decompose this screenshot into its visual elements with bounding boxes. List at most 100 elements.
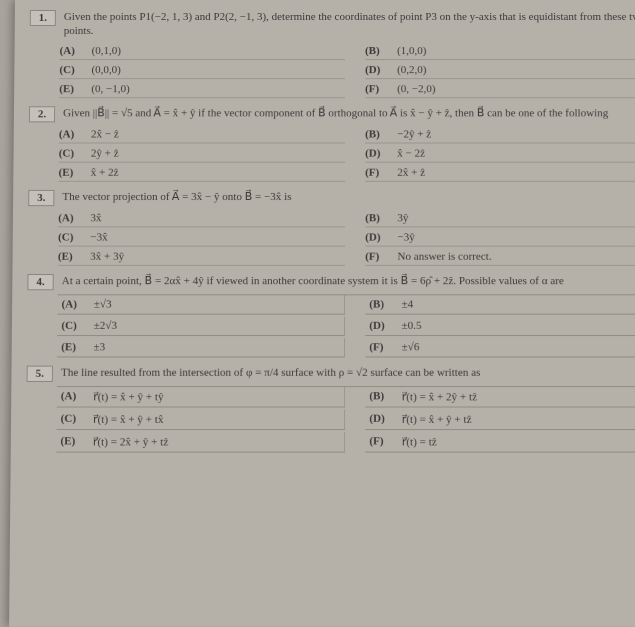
option-text: 3ŷ	[397, 212, 635, 224]
option-text: ±2√3	[94, 319, 340, 331]
option-f: (F) ±√6	[365, 338, 635, 357]
option-label: (F)	[369, 435, 391, 447]
option-c: (C) r⃗(t) = x̂ + ŷ + tx̂	[56, 409, 345, 429]
option-label: (D)	[365, 231, 387, 243]
option-a: (A) r⃗(t) = x̂ + ŷ + tŷ	[57, 387, 345, 407]
option-a: (A)3x̂	[58, 210, 345, 227]
question-text: The line resulted from the intersection …	[61, 365, 635, 380]
options-grid: (A)2x̂ − ẑ (B) −2ŷ + ẑ (C) 2ŷ + ẑ (D) x̂ − …	[59, 126, 635, 181]
question-number: 5.	[27, 365, 53, 381]
option-d: (D) (0,2,0)	[365, 62, 635, 79]
option-text: 2x̂ + ẑ	[397, 166, 635, 178]
question-header: 4. At a certain point, B⃗ = 2αx̂ + 4ŷ if…	[27, 274, 635, 290]
option-b: (B) −2ŷ + ẑ	[365, 126, 635, 143]
option-label: (E)	[59, 83, 81, 95]
option-label: (A)	[59, 128, 81, 140]
option-text: (0, −2,0)	[397, 83, 635, 95]
option-text: 2ŷ + ẑ	[91, 147, 345, 159]
option-label: (C)	[59, 147, 81, 159]
option-text: r⃗(t) = x̂ + ŷ + tx̂	[93, 412, 340, 425]
option-label: (B)	[365, 128, 387, 140]
question-2: 2. Given ||B⃗|| = √5 and A⃗ = x̂ + ŷ if …	[28, 106, 635, 182]
question-5: 5. The line resulted from the intersecti…	[26, 365, 635, 452]
question-4: 4. At a certain point, B⃗ = 2αx̂ + 4ŷ if…	[27, 274, 635, 357]
option-text: r⃗(t) = 2x̂ + ŷ + tẑ	[93, 435, 340, 448]
option-b: (B) (1,0,0)	[365, 43, 635, 60]
option-label: (D)	[365, 64, 387, 76]
option-f: (F) No answer is correct.	[365, 248, 635, 265]
option-a: (A) (0,1,0)	[60, 43, 345, 60]
option-label: (A)	[62, 298, 84, 310]
option-text: (1,0,0)	[397, 45, 635, 57]
question-text: Given the points P1(−2, 1, 3) and P2(2, …	[64, 10, 635, 39]
option-text: ±0.5	[402, 319, 635, 331]
question-3: 3. The vector projection of A⃗ = 3x̂ − ŷ…	[28, 190, 635, 266]
option-label: (E)	[61, 341, 83, 353]
question-1: 1. Given the points P1(−2, 1, 3) and P2(…	[29, 10, 635, 98]
question-number: 1.	[30, 10, 56, 26]
option-c: (C) 2ŷ + ẑ	[59, 145, 345, 162]
option-c: (C) (0,0,0)	[59, 62, 345, 79]
option-label: (A)	[61, 390, 83, 402]
option-label: (F)	[365, 83, 387, 95]
option-text: (0,1,0)	[92, 45, 345, 57]
option-label: (C)	[61, 319, 83, 331]
option-label: (A)	[58, 212, 80, 224]
question-text: At a certain point, B⃗ = 2αx̂ + 4ŷ if vi…	[62, 274, 635, 289]
option-text: −3x̂	[90, 231, 345, 243]
option-label: (E)	[60, 435, 82, 447]
options-grid: (A) ±√3 (B) ±4 (C) ±2√3 (D) ±0.5 (E)±3 (F) ±√…	[57, 294, 635, 357]
question-number: 3.	[28, 190, 54, 206]
option-text: r⃗(t) = x̂ + ŷ + tŷ	[93, 390, 340, 403]
option-label: (D)	[365, 147, 387, 159]
option-label: (D)	[369, 413, 391, 425]
option-f: (F) (0, −2,0)	[365, 81, 635, 98]
option-b: (B) 3ŷ	[365, 210, 635, 227]
option-text: 3x̂ + 3ŷ	[90, 250, 345, 262]
option-b: (B) ±4	[365, 295, 635, 314]
option-text: r⃗(t) = x̂ + ŷ + tẑ	[402, 412, 635, 425]
option-e: (E) 3x̂ + 3ŷ	[58, 248, 345, 265]
option-c: (C) ±2√3	[57, 316, 345, 335]
option-label: (F)	[369, 341, 391, 353]
options-grid: (A) (0,1,0) (B) (1,0,0) (C) (0,0,0) (D) (0,2…	[59, 43, 635, 98]
question-text: Given ||B⃗|| = √5 and A⃗ = x̂ + ŷ if the…	[63, 106, 635, 120]
option-label: (F)	[365, 166, 387, 178]
option-label: (C)	[61, 413, 83, 425]
option-text: r⃗(t) = tẑ	[402, 435, 635, 448]
option-text: (0,0,0)	[91, 64, 345, 76]
option-text: ±√3	[94, 298, 340, 310]
option-label: (B)	[369, 390, 391, 402]
question-header: 5. The line resulted from the intersecti…	[27, 365, 635, 381]
option-text: x̂ − 2ẑ	[397, 147, 635, 159]
option-text: (0,2,0)	[397, 64, 635, 76]
option-label: (C)	[59, 64, 81, 76]
question-number: 4.	[27, 274, 53, 290]
option-e: (E)±3	[57, 338, 345, 357]
option-label: (B)	[365, 212, 387, 224]
option-label: (E)	[58, 250, 80, 262]
option-text: −3ŷ	[397, 231, 635, 243]
option-d: (D) r⃗(t) = x̂ + ŷ + tẑ	[365, 409, 635, 429]
option-a: (A)2x̂ − ẑ	[59, 126, 345, 143]
option-a: (A) ±√3	[57, 295, 345, 314]
option-text: x̂ + 2ẑ	[91, 166, 345, 178]
option-f: (F) r⃗(t) = tẑ	[365, 432, 635, 453]
option-label: (F)	[365, 250, 387, 262]
options-grid: (A)3x̂ (B)3ŷ (C)−3x̂ (D)−3ŷ (E)3x̂ + 3ŷ …	[58, 210, 635, 266]
option-label: (D)	[369, 319, 391, 331]
option-e: (E)(0, −1,0)	[59, 81, 345, 98]
option-e: (E) r⃗(t) = 2x̂ + ŷ + tẑ	[56, 432, 345, 453]
option-label: (B)	[365, 45, 387, 57]
option-text: ±4	[402, 298, 635, 310]
option-label: (C)	[58, 231, 80, 243]
option-label: (B)	[369, 298, 391, 310]
option-label: (A)	[60, 45, 82, 57]
option-text: No answer is correct.	[397, 250, 635, 262]
option-text: ±√6	[402, 341, 635, 353]
option-text: r⃗(t) = x̂ + 2ŷ + tẑ	[402, 390, 635, 403]
option-e: (E)x̂ + 2ẑ	[59, 164, 346, 181]
option-text: −2ŷ + ẑ	[397, 128, 635, 140]
question-header: 2. Given ||B⃗|| = √5 and A⃗ = x̂ + ŷ if …	[29, 106, 635, 122]
question-number: 2.	[29, 106, 55, 122]
